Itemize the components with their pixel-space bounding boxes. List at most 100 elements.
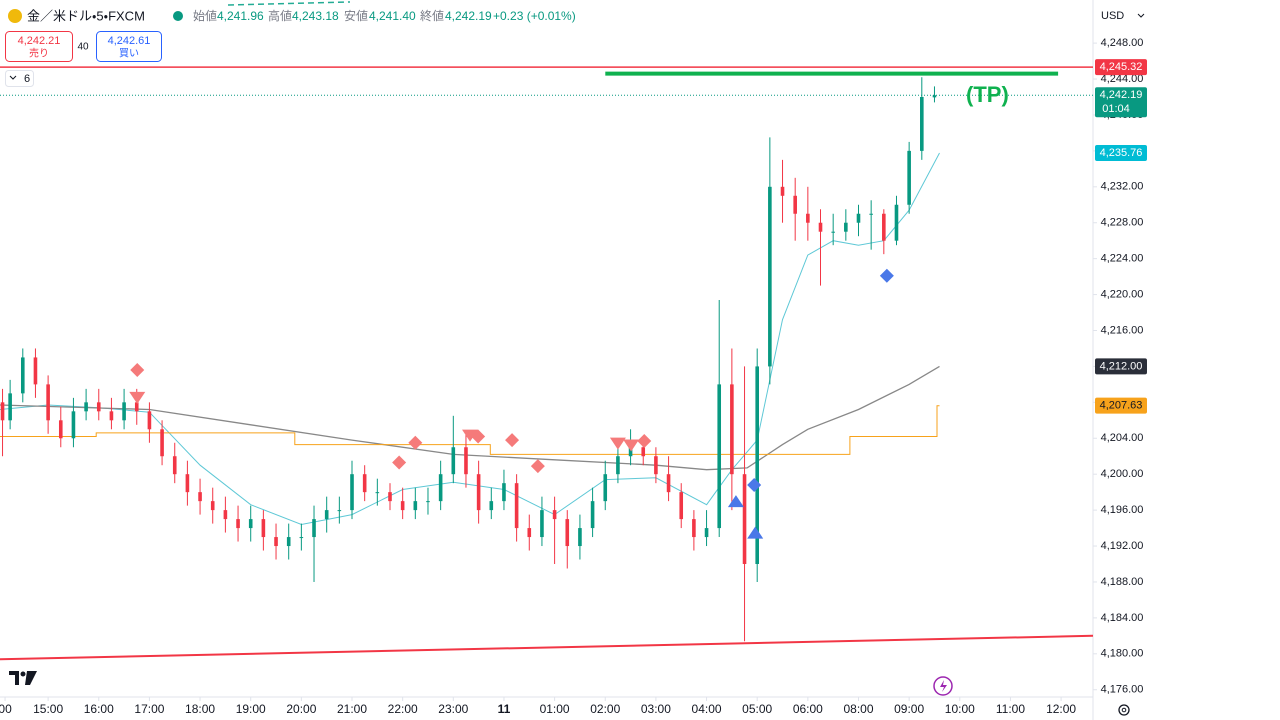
signal-marker: [462, 429, 479, 442]
sell-price[interactable]: 4,242.21: [18, 35, 61, 47]
x-tick-label: 08:00: [843, 702, 873, 716]
y-tick-label: 4,180.00: [1101, 648, 1144, 660]
price-label: 4,245.32: [1100, 61, 1143, 73]
sell-box[interactable]: [5, 31, 73, 62]
y-tick-label: 4,196.00: [1101, 504, 1144, 516]
candle-body: [920, 96, 924, 151]
signal-marker: [747, 477, 762, 492]
symbol-icon: [8, 9, 22, 23]
price-label: 4,235.76: [1100, 147, 1143, 159]
drawing-dashed: [227, 1, 351, 6]
candle-body: [603, 474, 608, 502]
x-tick-label: 12:00: [1046, 702, 1076, 716]
y-tick-label: 4,244.00: [1101, 73, 1144, 85]
x-tick-label: 20:00: [286, 702, 316, 716]
price-label: 4,207.63: [1100, 400, 1143, 412]
signal-marker: [879, 268, 894, 283]
plot-area: [0, 66, 1093, 661]
candle-body: [717, 384, 722, 529]
price-label-box: [1095, 59, 1147, 76]
candle-body: [147, 411, 152, 430]
lightning-ring[interactable]: [933, 676, 953, 696]
ohlc-value: 4,242.19: [445, 9, 492, 23]
x-tick-label: 11: [498, 702, 511, 716]
sell-label[interactable]: 売り: [29, 47, 49, 60]
candle-body: [236, 519, 240, 529]
ohlc-label: 安値: [344, 8, 368, 23]
candle-body: [869, 213, 873, 215]
buy-box[interactable]: [96, 31, 162, 62]
x-tick-label: 11:00: [996, 702, 1025, 716]
signal-marker: [530, 459, 545, 474]
candle-body: [578, 528, 582, 547]
x-tick-label: 01:00: [540, 702, 570, 716]
logo-part: [9, 671, 19, 685]
signal-marker: [609, 437, 626, 450]
candle-body: [261, 519, 266, 538]
x-tick-label: 10:00: [945, 702, 975, 716]
signal-marker: [727, 495, 744, 508]
settings-button[interactable]: [1118, 704, 1130, 716]
tv-logo: [9, 671, 37, 685]
x-tick-label: 21:00: [337, 702, 367, 716]
candle-body: [907, 150, 911, 205]
price-countdown: 01:04: [1102, 103, 1130, 115]
indicator-box[interactable]: [5, 70, 34, 87]
y-tick-label: 4,248.00: [1101, 37, 1144, 49]
gear-hub[interactable]: [1121, 707, 1127, 713]
candle-body: [793, 195, 797, 214]
chevron[interactable]: [9, 75, 17, 80]
indicator-count[interactable]: 6: [24, 73, 30, 85]
price-label: 4,212.00: [1100, 360, 1143, 372]
candle-body: [337, 510, 342, 512]
candle-body: [185, 474, 190, 493]
x-tick-label: 09:00: [894, 702, 924, 716]
y-tick-label: 4,176.00: [1101, 684, 1144, 696]
gear[interactable]: [1118, 704, 1130, 716]
price-label-box: [1095, 87, 1147, 118]
symbol: 金／米ドル・5・FXCM: [27, 8, 145, 23]
ohlc-label: 終値: [420, 8, 444, 23]
x-tick-label: 00: [0, 702, 12, 716]
buy-label[interactable]: 買い: [119, 48, 139, 60]
currency-select[interactable]: USD: [1101, 10, 1145, 22]
x-tick-label: 05:00: [742, 702, 772, 716]
buy-price[interactable]: 4,242.61: [108, 35, 151, 47]
signal-marker: [747, 526, 764, 539]
chevron[interactable]: [1137, 13, 1145, 18]
candle-body: [388, 492, 392, 502]
currency[interactable]: USD: [1101, 10, 1124, 22]
candle-body: [692, 519, 696, 538]
candle-body: [426, 501, 430, 503]
candle-body: [33, 357, 38, 385]
lightning[interactable]: [940, 680, 947, 692]
candle-body: [464, 447, 468, 475]
price-label-box: [1095, 358, 1147, 375]
candle-body: [84, 402, 88, 412]
candle-body: [172, 456, 177, 475]
candle-body: [818, 222, 823, 232]
x-tick-label: 19:00: [236, 702, 266, 716]
candle-body: [679, 492, 684, 520]
candle-body: [502, 483, 506, 502]
candle-body: [400, 501, 405, 511]
candle-body: [20, 357, 25, 394]
y-tick-label: 4,216.00: [1101, 324, 1144, 336]
indicator-toggle[interactable]: 6: [5, 70, 34, 87]
y-tick-label: 4,192.00: [1101, 540, 1144, 552]
sell-button[interactable]: 4,242.21 売り: [5, 31, 73, 62]
candle-body: [71, 411, 76, 439]
candle-body: [641, 447, 646, 457]
candle-body: [299, 537, 304, 539]
candle-body: [375, 492, 380, 494]
candle-body: [514, 483, 519, 529]
candle-body: [704, 528, 709, 538]
candle-body: [882, 213, 886, 241]
ohlc-value: 4,241.40: [369, 9, 416, 23]
signal-marker: [130, 363, 145, 378]
signal-marker: [623, 439, 640, 452]
lightning-button[interactable]: [933, 676, 953, 696]
buy-button[interactable]: 4,242.61 買い: [96, 31, 162, 62]
